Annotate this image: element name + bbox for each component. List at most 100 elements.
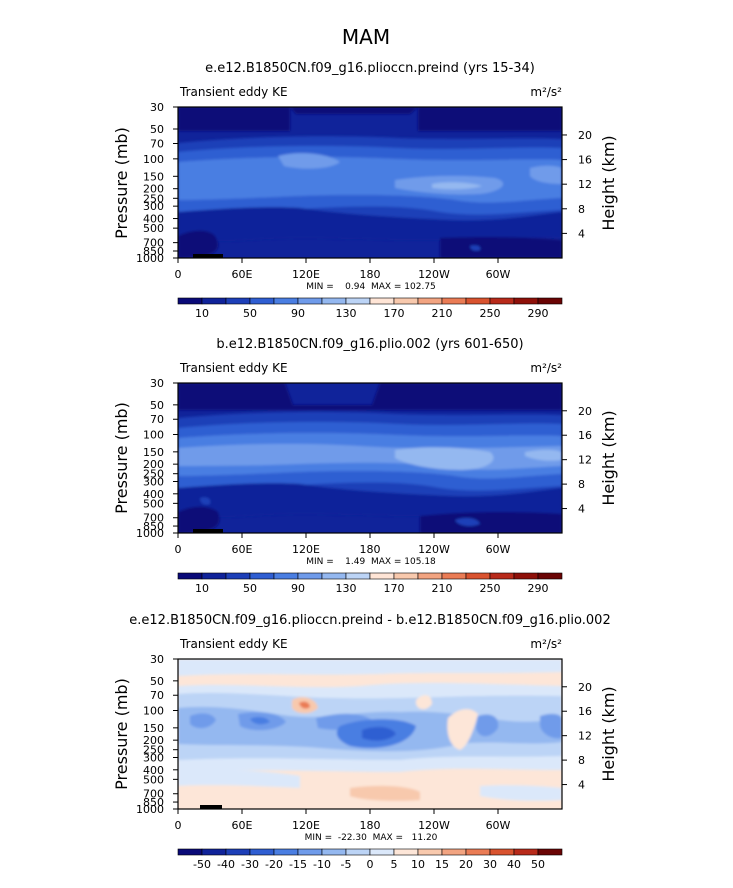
colorbar-label: -15 <box>289 858 307 871</box>
panel-2-stats: MIN = 1.49 MAX = 105.18 <box>306 557 436 567</box>
panel-2: b.e12.B1850CN.f09_g16.plio.002 (yrs 601-… <box>112 337 618 595</box>
y-tick-label: 200 <box>143 734 164 747</box>
y-tick-label: 300 <box>143 751 164 764</box>
y-tick-label: 50 <box>150 123 164 136</box>
colorbar-label: 130 <box>336 307 357 320</box>
colorbar-swatch <box>225 572 251 580</box>
colorbar-label: -30 <box>241 858 259 871</box>
colorbar-swatch <box>177 848 203 856</box>
y-tick-label: 500 <box>143 497 164 510</box>
y-tick-label: 100 <box>143 705 164 718</box>
colorbar-swatch <box>249 297 275 305</box>
panel-1-variable: Transient eddy KE <box>179 85 288 99</box>
x-tick-label: 180 <box>360 819 381 832</box>
y-tick-label: 70 <box>150 689 164 702</box>
x-tick-label: 120W <box>418 819 450 832</box>
colorbar-swatch <box>513 572 539 580</box>
colorbar-swatch <box>465 572 491 580</box>
y-tick-label: 150 <box>143 170 164 183</box>
panel-2-units: m²/s² <box>530 361 562 375</box>
y-tick-label: 400 <box>143 764 164 777</box>
colorbar-label: 170 <box>384 582 405 595</box>
panel-1-field <box>178 107 562 258</box>
x-tick-label: 0 <box>175 268 182 281</box>
x-tick-label: 60W <box>486 268 511 281</box>
y-tick-label: 100 <box>143 153 164 166</box>
colorbar-label: 20 <box>459 858 473 871</box>
y2-tick-label: 8 <box>578 203 585 216</box>
y-tick-label: 500 <box>143 222 164 235</box>
panel-2-field <box>178 383 562 533</box>
colorbar-label: 10 <box>411 858 425 871</box>
colorbar-label: 250 <box>480 582 501 595</box>
panel-3-ylabel: Pressure (mb) <box>112 678 131 790</box>
y-tick-label: 700 <box>143 512 164 525</box>
colorbar-label: 15 <box>435 858 449 871</box>
x-tick-label: 120E <box>292 543 320 556</box>
colorbar-swatch <box>345 848 371 856</box>
colorbar-label: -20 <box>265 858 283 871</box>
x-tick-label: 120W <box>418 543 450 556</box>
colorbar-swatch <box>465 848 491 856</box>
colorbar-label: 5 <box>391 858 398 871</box>
y-tick-label: 50 <box>150 399 164 412</box>
y-tick-label: 1000 <box>136 803 164 816</box>
x-tick-label: 0 <box>175 543 182 556</box>
panel-2-ylabel: Pressure (mb) <box>112 402 131 514</box>
colorbar-swatch <box>441 572 467 580</box>
panel-1: e.e12.B1850CN.f09_g16.pliocсn.preind (yr… <box>112 61 618 320</box>
panel-2-variable: Transient eddy KE <box>179 361 288 375</box>
colorbar-swatch <box>321 572 347 580</box>
y-tick-label: 100 <box>143 429 164 442</box>
x-tick-label: 120E <box>292 268 320 281</box>
panel-3-units: m²/s² <box>530 637 562 651</box>
y-tick-label: 150 <box>143 446 164 459</box>
colorbar-swatch <box>489 572 515 580</box>
colorbar-swatch <box>321 297 347 305</box>
y-tick-label: 500 <box>143 773 164 786</box>
colorbar-label: -40 <box>217 858 235 871</box>
y-tick-label: 300 <box>143 475 164 488</box>
y-tick-label: 70 <box>150 413 164 426</box>
x-tick-label: 60W <box>486 819 511 832</box>
y-tick-label: 150 <box>143 722 164 735</box>
colorbar-label: 40 <box>507 858 521 871</box>
colorbar-swatch <box>513 297 539 305</box>
panel-1-ylabel: Pressure (mb) <box>112 127 131 239</box>
y-tick-label: 850 <box>143 245 164 258</box>
x-tick-label: 120E <box>292 819 320 832</box>
colorbar-label: 90 <box>291 582 305 595</box>
x-tick-label: 180 <box>360 543 381 556</box>
colorbar-swatch <box>417 297 443 305</box>
colorbar-swatch <box>249 848 275 856</box>
y-tick-label: 250 <box>143 192 164 205</box>
y2-tick-label: 8 <box>578 478 585 491</box>
colorbar-label: 290 <box>528 307 549 320</box>
colorbar-swatch <box>225 848 251 856</box>
panel-3-field <box>178 659 562 809</box>
x-tick-label: 60W <box>486 543 511 556</box>
panel-1-y2label: Height (km) <box>599 135 618 230</box>
panel-3-title: e.e12.B1850CN.f09_g16.pliocсn.preind - b… <box>129 613 610 628</box>
colorbar-label: 130 <box>336 582 357 595</box>
colorbar-swatch <box>441 848 467 856</box>
colorbar-swatch <box>201 572 227 580</box>
y2-tick-label: 8 <box>578 754 585 767</box>
colorbar-label: 170 <box>384 307 405 320</box>
y-tick-label: 850 <box>143 796 164 809</box>
colorbar-label: 90 <box>291 307 305 320</box>
colorbar-label: 50 <box>243 307 257 320</box>
colorbar-swatch <box>369 572 395 580</box>
colorbar-label: -10 <box>313 858 331 871</box>
y-tick-label: 250 <box>143 744 164 757</box>
colorbar-swatch <box>537 848 563 856</box>
y2-tick-label: 12 <box>578 454 592 467</box>
y-tick-label: 200 <box>143 183 164 196</box>
x-tick-label: 120W <box>418 268 450 281</box>
colorbar-swatch <box>417 848 443 856</box>
colorbar-swatch <box>393 572 419 580</box>
y2-tick-label: 4 <box>578 227 585 240</box>
y-tick-label: 70 <box>150 137 164 150</box>
colorbar-label: 10 <box>195 582 209 595</box>
